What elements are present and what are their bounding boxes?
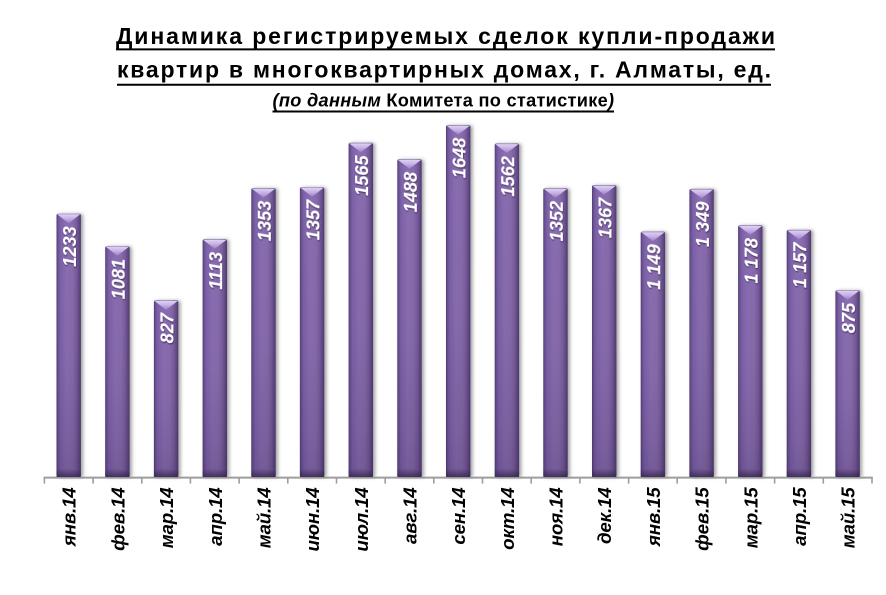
- svg-text:1565: 1565: [352, 155, 372, 196]
- svg-text:янв.14: янв.14: [59, 487, 80, 547]
- svg-text:1 157: 1 157: [790, 242, 810, 288]
- svg-text:авг.14: авг.14: [400, 487, 421, 544]
- svg-text:1233: 1233: [60, 226, 80, 266]
- svg-text:май.15: май.15: [838, 487, 859, 548]
- svg-text:мар.15: мар.15: [740, 487, 761, 548]
- svg-text:1081: 1081: [109, 259, 129, 299]
- svg-text:янв.15: янв.15: [643, 487, 664, 547]
- svg-text:1357: 1357: [303, 199, 323, 240]
- svg-text:1562: 1562: [498, 156, 518, 196]
- svg-text:(по данным Комитета по статист: (по данным Комитета по статистике): [273, 91, 615, 111]
- svg-text:сен.14: сен.14: [448, 487, 469, 545]
- svg-text:апр.15: апр.15: [789, 487, 810, 546]
- svg-text:1648: 1648: [450, 137, 470, 178]
- svg-text:окт.14: окт.14: [497, 487, 518, 550]
- svg-text:875: 875: [839, 302, 859, 333]
- svg-text:1353: 1353: [255, 201, 275, 241]
- svg-text:июл.14: июл.14: [351, 487, 372, 552]
- svg-text:1 149: 1 149: [644, 243, 664, 289]
- svg-text:апр.14: апр.14: [205, 487, 226, 546]
- svg-text:1367: 1367: [596, 197, 616, 238]
- svg-text:1352: 1352: [547, 201, 567, 241]
- svg-text:1488: 1488: [401, 171, 421, 212]
- svg-text:ноя.14: ноя.14: [546, 487, 567, 547]
- svg-text:квартир в многоквартирных дома: квартир в многоквартирных домах, г. Алма…: [117, 56, 771, 82]
- svg-text:май.14: май.14: [254, 487, 275, 548]
- svg-text:мар.14: мар.14: [156, 487, 177, 548]
- svg-text:дек.14: дек.14: [594, 487, 615, 544]
- svg-text:Динамика регистрируемых сделок: Динамика регистрируемых сделок купли-про…: [116, 23, 775, 49]
- svg-text:июн.14: июн.14: [302, 487, 323, 552]
- svg-text:фев.15: фев.15: [692, 487, 713, 551]
- svg-text:1113: 1113: [206, 252, 226, 290]
- svg-text:1 349: 1 349: [693, 201, 713, 247]
- svg-text:1 178: 1 178: [742, 237, 762, 283]
- svg-text:827: 827: [157, 312, 177, 343]
- svg-text:фев.14: фев.14: [107, 487, 128, 551]
